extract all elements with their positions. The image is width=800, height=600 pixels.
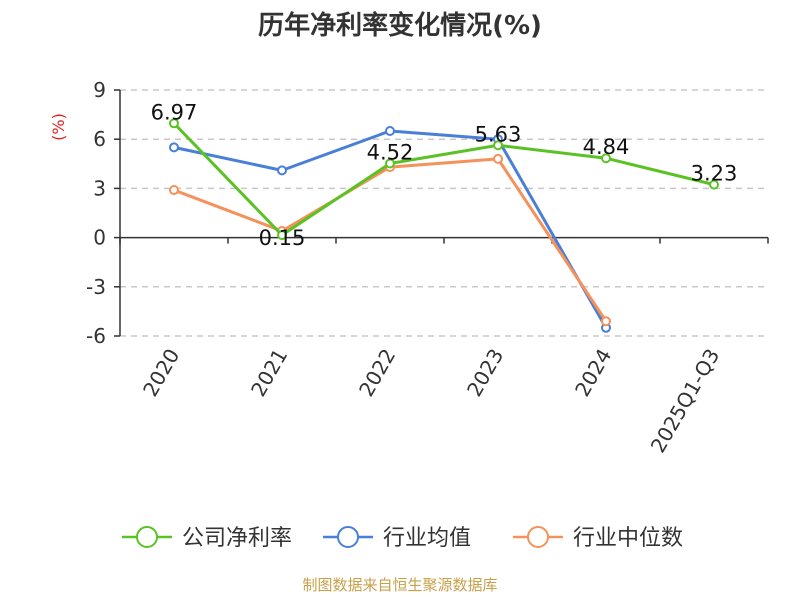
x-tick-label: 2025Q1-Q3	[646, 345, 725, 457]
series-2	[169, 153, 611, 327]
y-tick-label: 3	[93, 176, 106, 200]
y-axis-unit-label: (%)	[49, 113, 68, 141]
legend-item: 行业均值	[323, 526, 471, 551]
data-point	[601, 316, 611, 327]
data-point	[169, 142, 179, 153]
data-point	[277, 165, 287, 176]
y-tick-label: -6	[86, 324, 106, 348]
series-line	[173, 157, 608, 323]
source-note: 制图数据来自恒生聚源数据库	[302, 576, 497, 594]
data-point	[277, 230, 287, 241]
data-point	[169, 185, 179, 196]
data-point	[169, 118, 179, 129]
series-1	[169, 126, 611, 333]
data-point	[709, 179, 719, 190]
legend-marker	[136, 526, 158, 548]
x-tick-label: 2021	[246, 345, 292, 401]
data-labels: 6.97 0.15 4.52 5.63 4.84 3.23	[151, 100, 738, 250]
series-line	[172, 122, 715, 237]
data-label: 3.23	[691, 162, 738, 186]
y-tick-label: 0	[93, 226, 106, 250]
y-tick-label: 9	[93, 78, 106, 102]
data-label: 4.84	[583, 135, 630, 159]
x-tick-label: 2023	[462, 345, 508, 401]
legend-marker	[527, 526, 549, 548]
legend-marker	[337, 526, 359, 548]
x-tick-labels: 2020 2021 2022 2023 2024 2025Q1-Q3	[138, 345, 724, 457]
series-lines	[169, 118, 719, 333]
x-tick-label: 2020	[138, 345, 184, 401]
y-tick-label: -3	[86, 275, 106, 299]
series-0	[169, 118, 719, 241]
grid-lines	[120, 89, 768, 337]
data-point	[601, 153, 611, 164]
x-tick-label: 2024	[570, 345, 616, 401]
axes	[114, 89, 769, 337]
legend-label: 公司净利率	[182, 526, 292, 551]
legend-label: 行业均值	[383, 526, 471, 551]
chart-title: 历年净利率变化情况(%)	[258, 10, 542, 41]
y-tick-labels: 9 6 3 0 -3 -6	[86, 78, 106, 348]
data-point	[493, 140, 503, 151]
data-label: 0.15	[259, 226, 306, 250]
data-label: 6.97	[151, 100, 198, 124]
legend: 公司净利率 行业均值 行业中位数	[122, 526, 683, 551]
legend-item: 行业中位数	[513, 526, 683, 551]
data-point	[385, 126, 395, 136]
data-label: 4.52	[367, 140, 414, 164]
x-tick-label: 2022	[354, 345, 400, 401]
data-label: 5.63	[475, 122, 522, 146]
legend-label: 行业中位数	[573, 526, 683, 551]
y-tick-label: 6	[93, 127, 106, 151]
data-point	[493, 153, 503, 164]
data-point	[385, 158, 395, 169]
legend-item: 公司净利率	[122, 526, 292, 551]
